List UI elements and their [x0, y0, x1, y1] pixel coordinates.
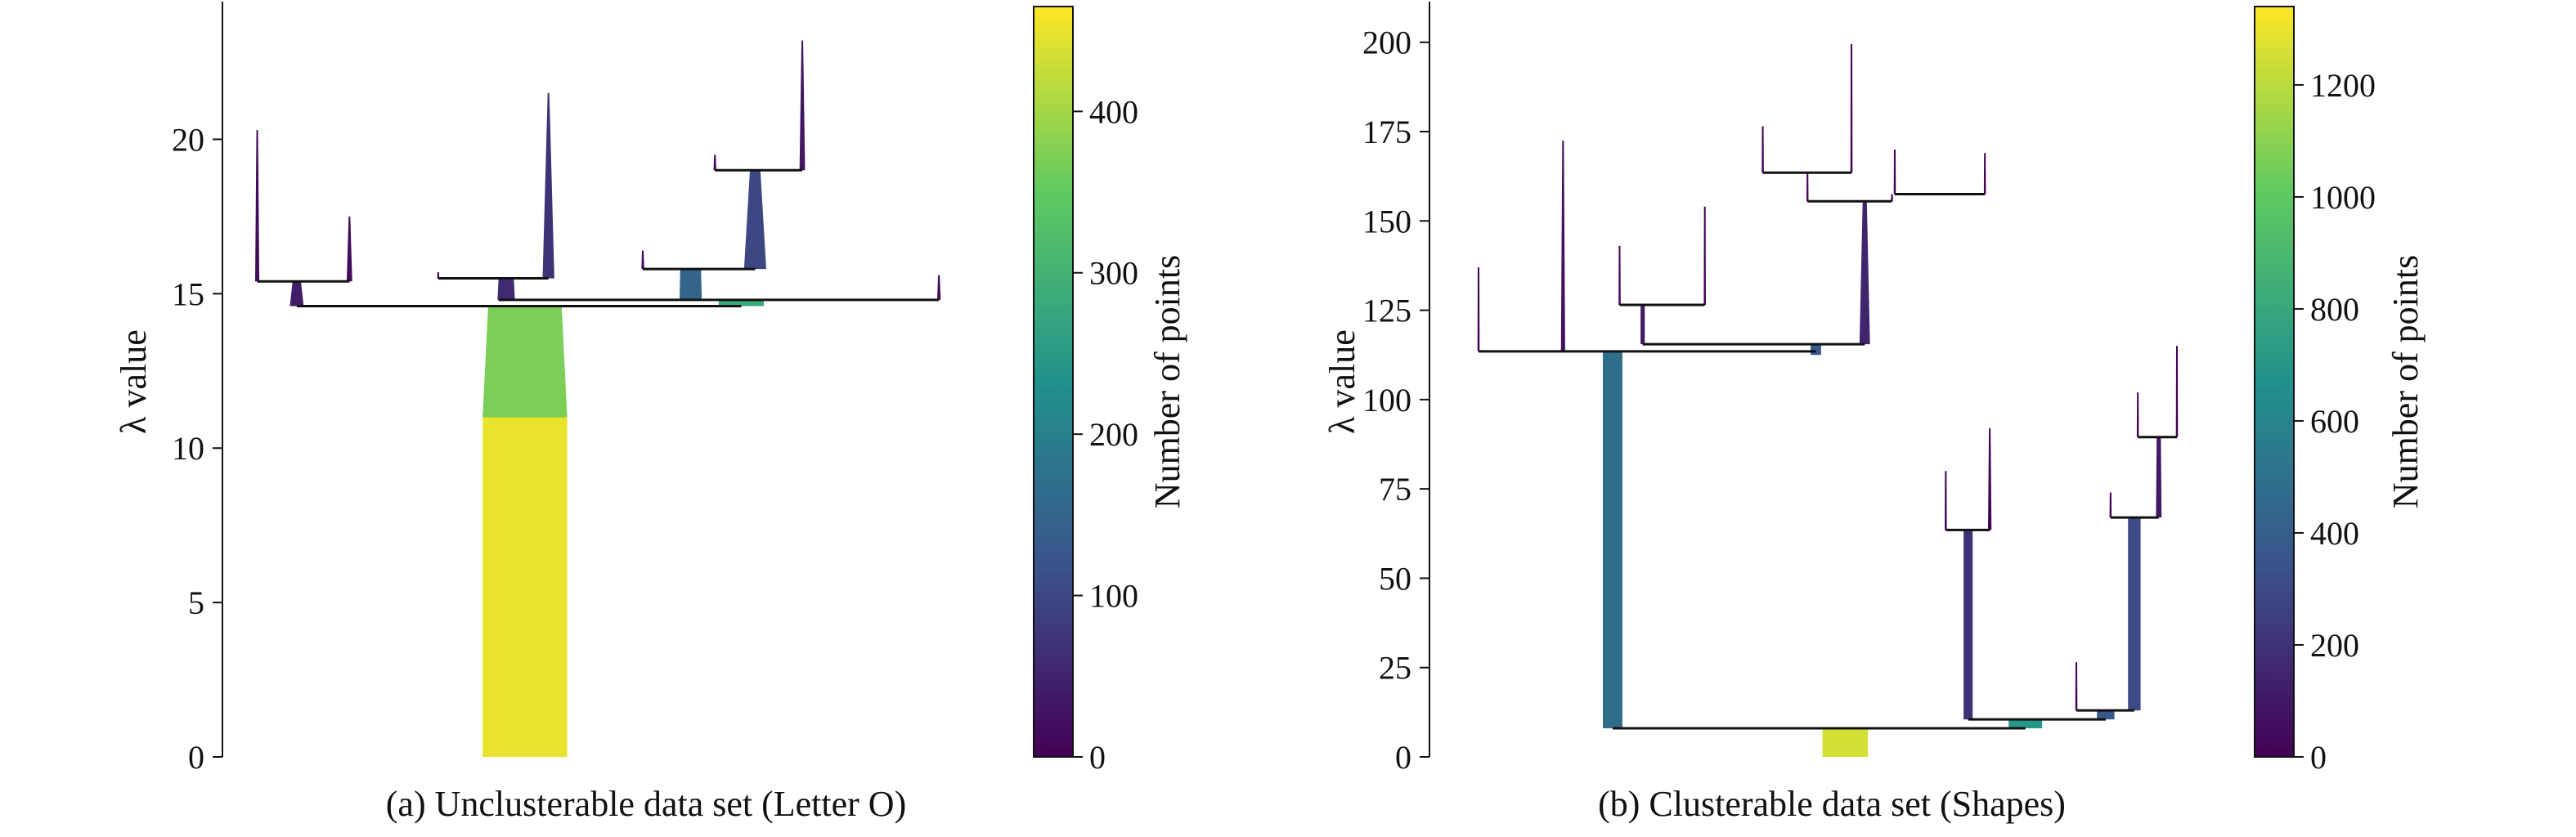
colorbar-tick-label: 800: [2310, 291, 2359, 328]
tree-branch: [1822, 728, 1869, 757]
chart-panel-1: 0 25 50 75 100 125 150 175 200 λ value 0 200 400 600 8…: [1322, 2, 2426, 824]
panel-caption: (a) Unclusterable data set (Letter O): [386, 784, 906, 824]
tree-branch: [482, 306, 568, 418]
tree-branch: [2175, 346, 2179, 437]
tree-branch: [2097, 710, 2115, 720]
tree-branch: [1640, 305, 1645, 345]
tree-branch: [437, 271, 440, 279]
colorbar-tick-label: 1200: [2310, 67, 2376, 104]
tree-branch: [255, 130, 260, 282]
y-tick-label: 150: [1362, 203, 1411, 239]
y-tick-label: 0: [188, 739, 204, 776]
tree-branch: [1811, 344, 1821, 356]
tree-branch: [1703, 206, 1706, 306]
colorbar-tick-label: 100: [1089, 578, 1138, 615]
tree-branch: [1893, 149, 1896, 195]
tree-branch: [1850, 43, 1853, 173]
tree-branch: [937, 275, 941, 300]
tree-branch: [1891, 194, 1893, 202]
tree-branch: [1761, 126, 1764, 173]
tree-branch: [2128, 517, 2141, 711]
tree-branch: [1983, 153, 1986, 195]
y-tick-label: 175: [1362, 114, 1411, 150]
tree-branch: [1859, 201, 1870, 345]
tree-branch: [1945, 471, 1947, 530]
colorbar-tick-label: 1000: [2310, 179, 2376, 216]
colorbar: [1033, 6, 1074, 758]
y-tick-label: 15: [172, 275, 204, 312]
y-tick-label: 10: [172, 430, 204, 467]
y-tick-label: 20: [172, 121, 204, 158]
tree-branch: [2008, 719, 2043, 729]
y-tick-label: 125: [1362, 293, 1411, 329]
tree-branch: [679, 269, 702, 300]
colorbar-tick-label: 200: [2310, 627, 2359, 664]
y-tick-label: 25: [1379, 650, 1411, 687]
tree-branch: [641, 250, 644, 270]
colorbar-label: Number of points: [2385, 255, 2426, 508]
tree-branch: [482, 417, 568, 757]
colorbar-tick-label: 200: [1089, 416, 1138, 453]
tree-branch: [1618, 245, 1621, 306]
tree-branch: [713, 154, 716, 171]
y-tick-label: 5: [188, 584, 204, 621]
y-tick-label: 100: [1362, 382, 1411, 418]
tree-branch: [1477, 267, 1480, 351]
colorbar-tick-label: 400: [2310, 515, 2359, 552]
y-tick-label: 200: [1362, 25, 1411, 61]
y-axis-label: λ value: [114, 329, 154, 434]
tree-branch: [542, 92, 554, 279]
colorbar-tick-label: 600: [2310, 403, 2359, 440]
tree-branch: [1560, 140, 1565, 351]
colorbar-tick-label: 300: [1089, 255, 1138, 292]
colorbar: [2254, 6, 2295, 758]
panel-caption: (b) Clusterable data set (Shapes): [1598, 784, 2066, 824]
tree-branch: [743, 170, 766, 270]
y-tick-label: 75: [1379, 471, 1411, 508]
tree-branch: [289, 281, 304, 307]
colorbar-tick-label: 400: [1089, 93, 1138, 130]
y-axis-label: λ value: [1322, 329, 1362, 434]
colorbar-tick-label: 0: [1089, 739, 1106, 776]
tree-branch: [497, 278, 515, 300]
colorbar-label: Number of points: [1147, 255, 1187, 508]
tree-branch: [1603, 351, 1622, 729]
tree-branch: [1806, 172, 1809, 202]
tree-branch: [2109, 492, 2112, 518]
tree-branch: [799, 40, 806, 171]
tree-branch: [346, 216, 352, 282]
tree-branch: [718, 299, 765, 307]
tree-branch: [1987, 427, 1992, 530]
tree-branch: [2136, 392, 2139, 437]
y-tick-label: 0: [1395, 739, 1411, 776]
colorbar-tick-label: 0: [2310, 739, 2327, 776]
chart-panel-0: 0 5 10 15 20 λ value 0 100 200 300 400 Number of po…: [114, 2, 1187, 824]
tree-branch: [1963, 530, 1973, 720]
tree-branch: [2156, 436, 2162, 518]
y-tick-label: 50: [1379, 560, 1411, 597]
tree-branch: [2075, 662, 2078, 711]
